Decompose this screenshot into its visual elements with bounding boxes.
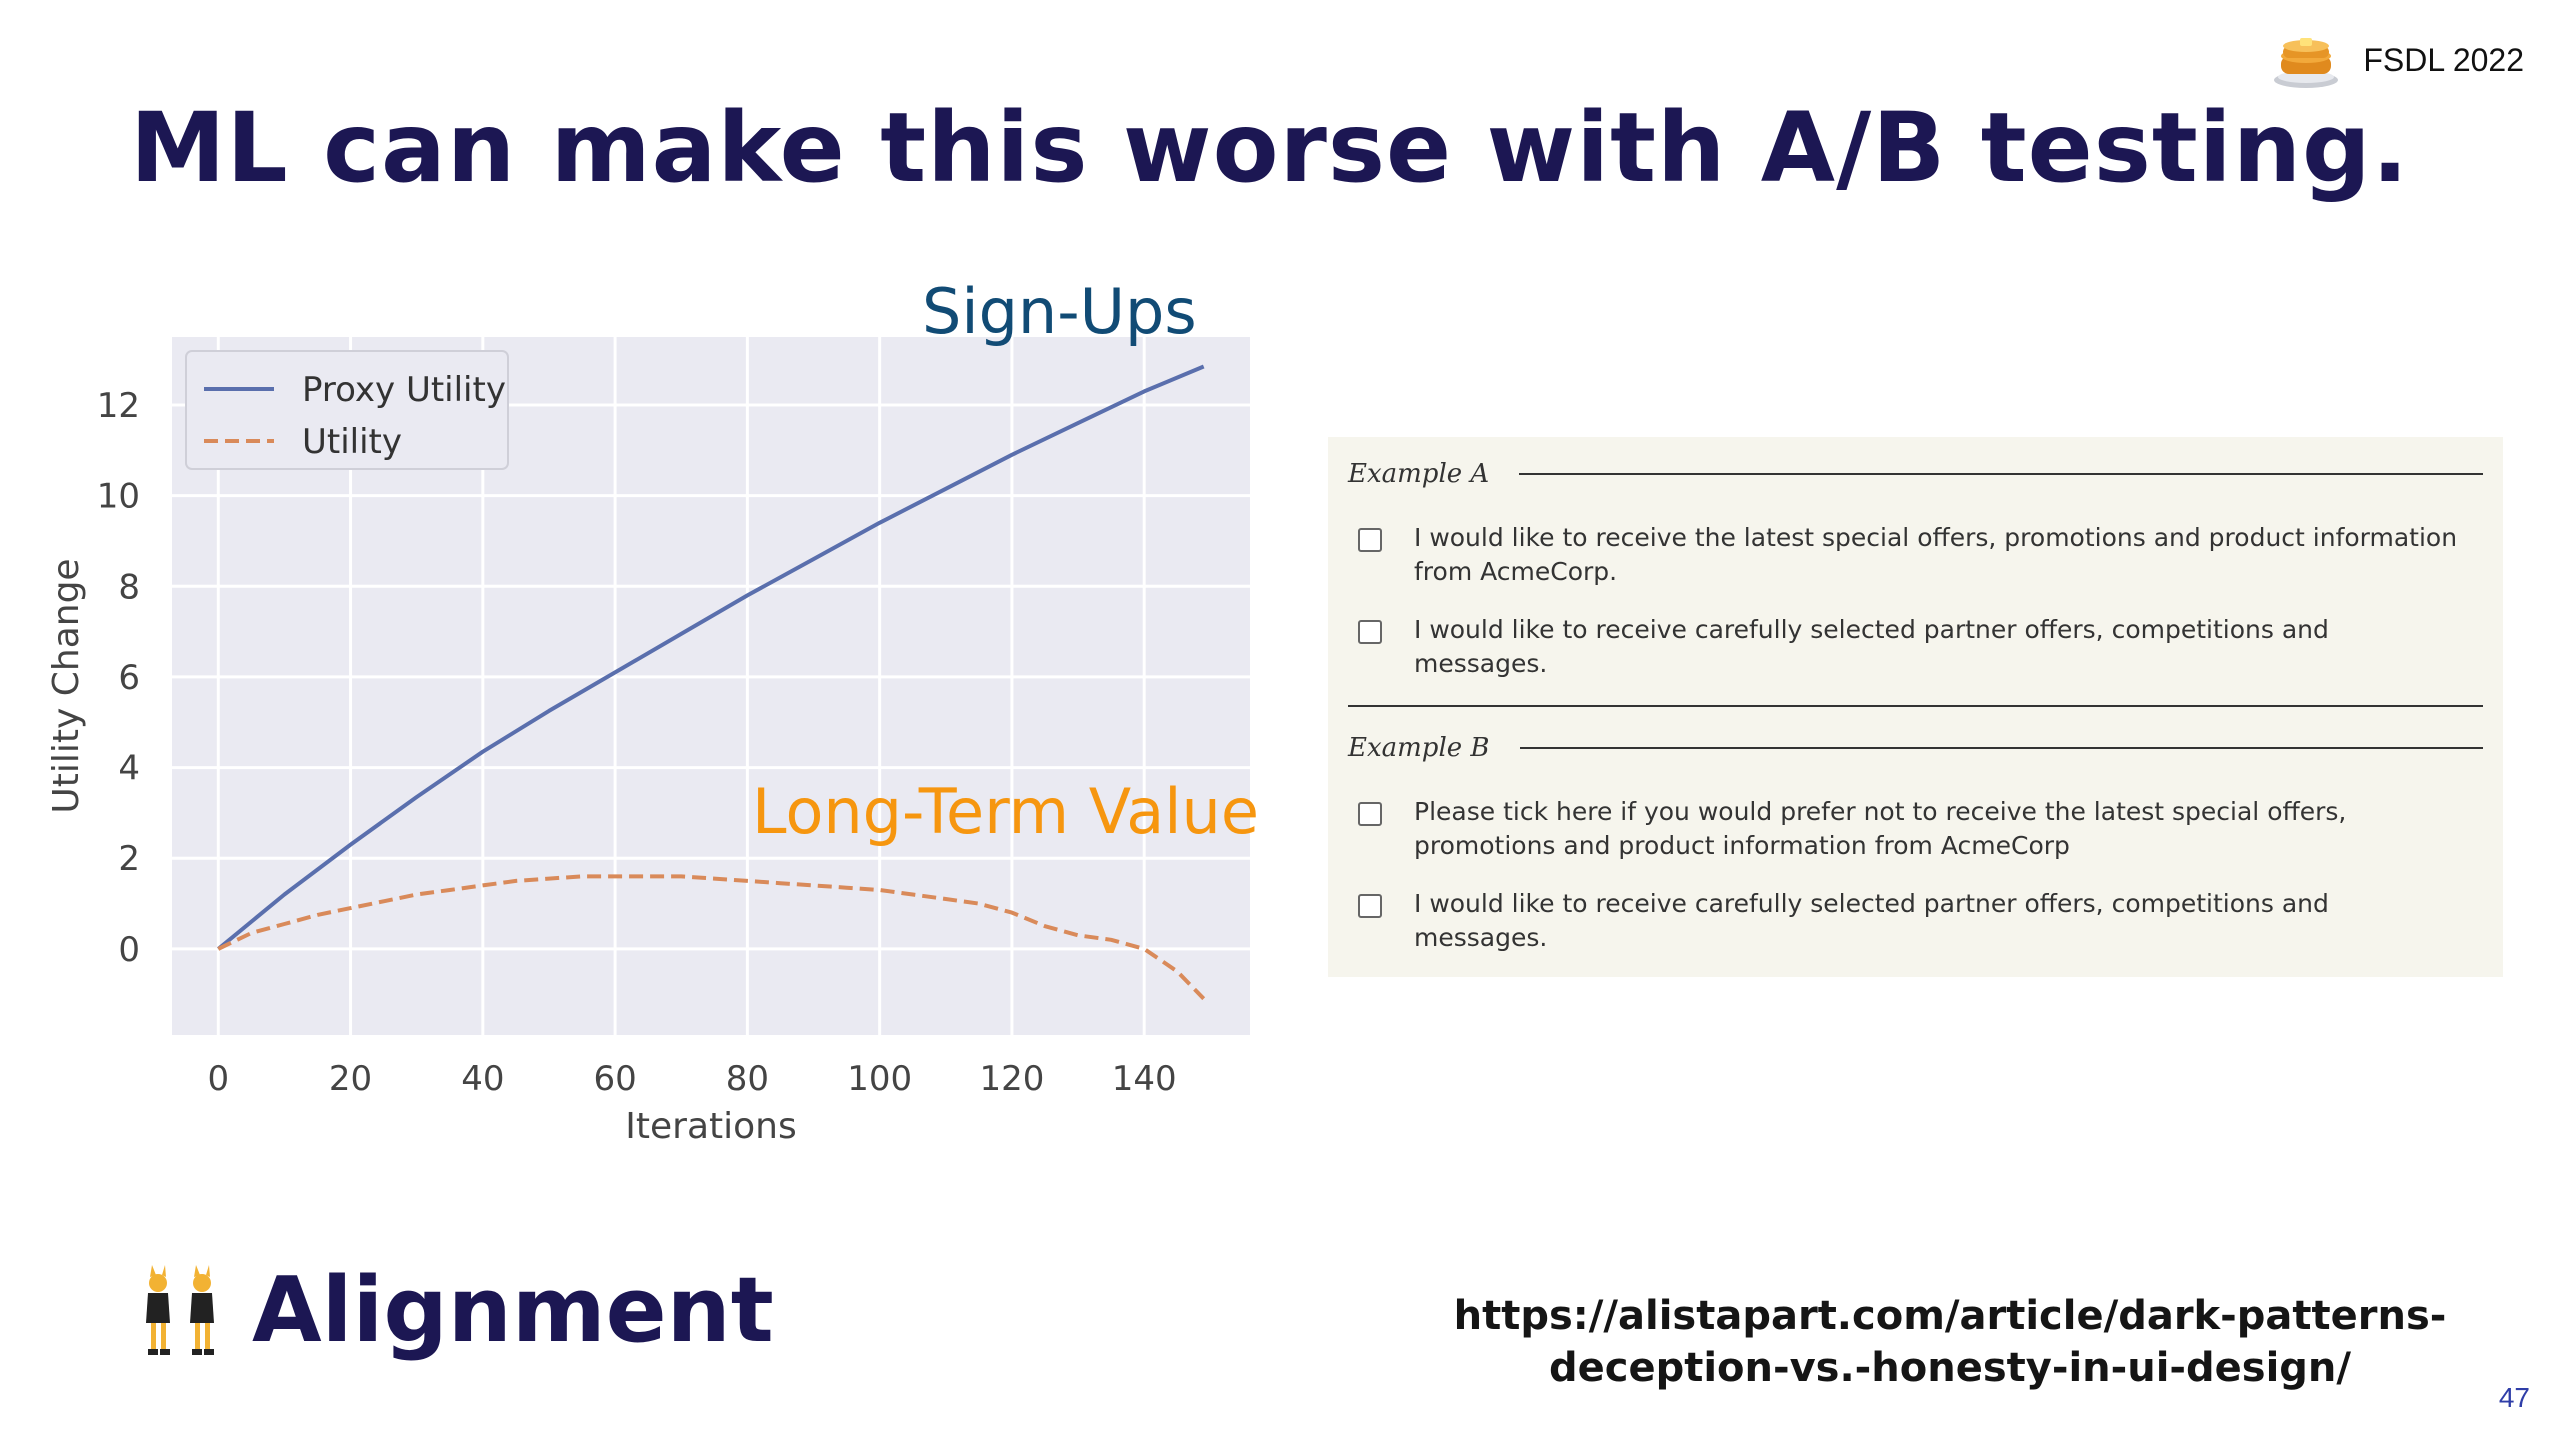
example-b-label: Example B [1348,733,1490,763]
x-tick-label: 20 [329,1059,372,1099]
legend-box [185,350,509,470]
page-title: ML can make this worse with A/B testing. [130,92,2410,204]
dancers-icon [146,1264,214,1355]
x-tick-label: 40 [461,1059,504,1099]
divider [1519,473,2483,475]
checkbox[interactable] [1358,802,1382,826]
x-axis-label: Iterations [625,1106,796,1147]
series-line-1 [217,364,1205,951]
consent-forms-panel: Example A I would like to receive the la… [1328,437,2503,977]
option-a1: I would like to receive the latest speci… [1358,521,2468,589]
example-a-label: Example A [1348,459,1490,489]
x-tick-label: 100 [847,1059,912,1099]
brand: FSDL 2022 [2271,30,2524,90]
divider [1519,747,2483,749]
y-axis-label: Utility Change [46,558,87,813]
y-tick-label: 4 [118,749,140,789]
y-tick-label: 12 [97,386,140,426]
checkbox[interactable] [1358,620,1382,644]
section-label: Alignment [130,1258,774,1363]
x-tick-label: 60 [593,1059,636,1099]
option-b1: Please tick here if you would prefer not… [1358,795,2468,863]
option-text: I would like to receive carefully select… [1414,889,2329,952]
y-tick-label: 2 [118,839,140,879]
x-tick-label: 0 [207,1059,229,1099]
legend-label: Proxy Utility [302,370,506,410]
pancake-stack-icon [2274,38,2339,88]
option-b2: I would like to receive carefully select… [1358,887,2468,955]
series-line-2 [217,874,1206,1001]
x-tick-label: 140 [1112,1059,1177,1099]
y-tick-label: 10 [97,477,140,517]
line-chart: 0 20 40 60 80 100 120 140 0 2 4 6 8 10 12 Iterations Uti… [46,337,1250,1147]
checkbox[interactable] [1358,528,1382,552]
x-tick-label: 80 [726,1059,769,1099]
section-title: Alignment [252,1258,774,1363]
reference-line-2: deception-vs.-honesty-in-ui-design/ [1548,1345,2352,1391]
annotation-long-term-value: Long-Term Value [752,775,1259,848]
annotation-signups: Sign-Ups [922,275,1197,348]
option-text: I would like to receive carefully select… [1414,615,2329,678]
option-text: Please tick here if you would prefer not… [1414,797,2347,860]
legend-label: Utility [302,422,402,462]
y-tick-label: 8 [118,567,140,607]
brand-text: FSDL 2022 [2363,41,2524,78]
example-b-heading: Example B [1348,733,2483,763]
y-tick-label: 0 [118,930,140,970]
x-tick-label: 120 [979,1059,1044,1099]
reference-link[interactable]: https://alistapart.com/article/dark-patt… [1440,1290,2460,1394]
y-tick-label: 6 [118,658,140,698]
divider [1348,705,2483,707]
reference-line-1: https://alistapart.com/article/dark-patt… [1453,1293,2447,1339]
option-a2: I would like to receive carefully select… [1358,613,2468,681]
checkbox[interactable] [1358,894,1382,918]
option-text: I would like to receive the latest speci… [1414,523,2458,586]
example-a-heading: Example A [1348,459,2483,489]
page-number: 47 [2498,1382,2530,1413]
